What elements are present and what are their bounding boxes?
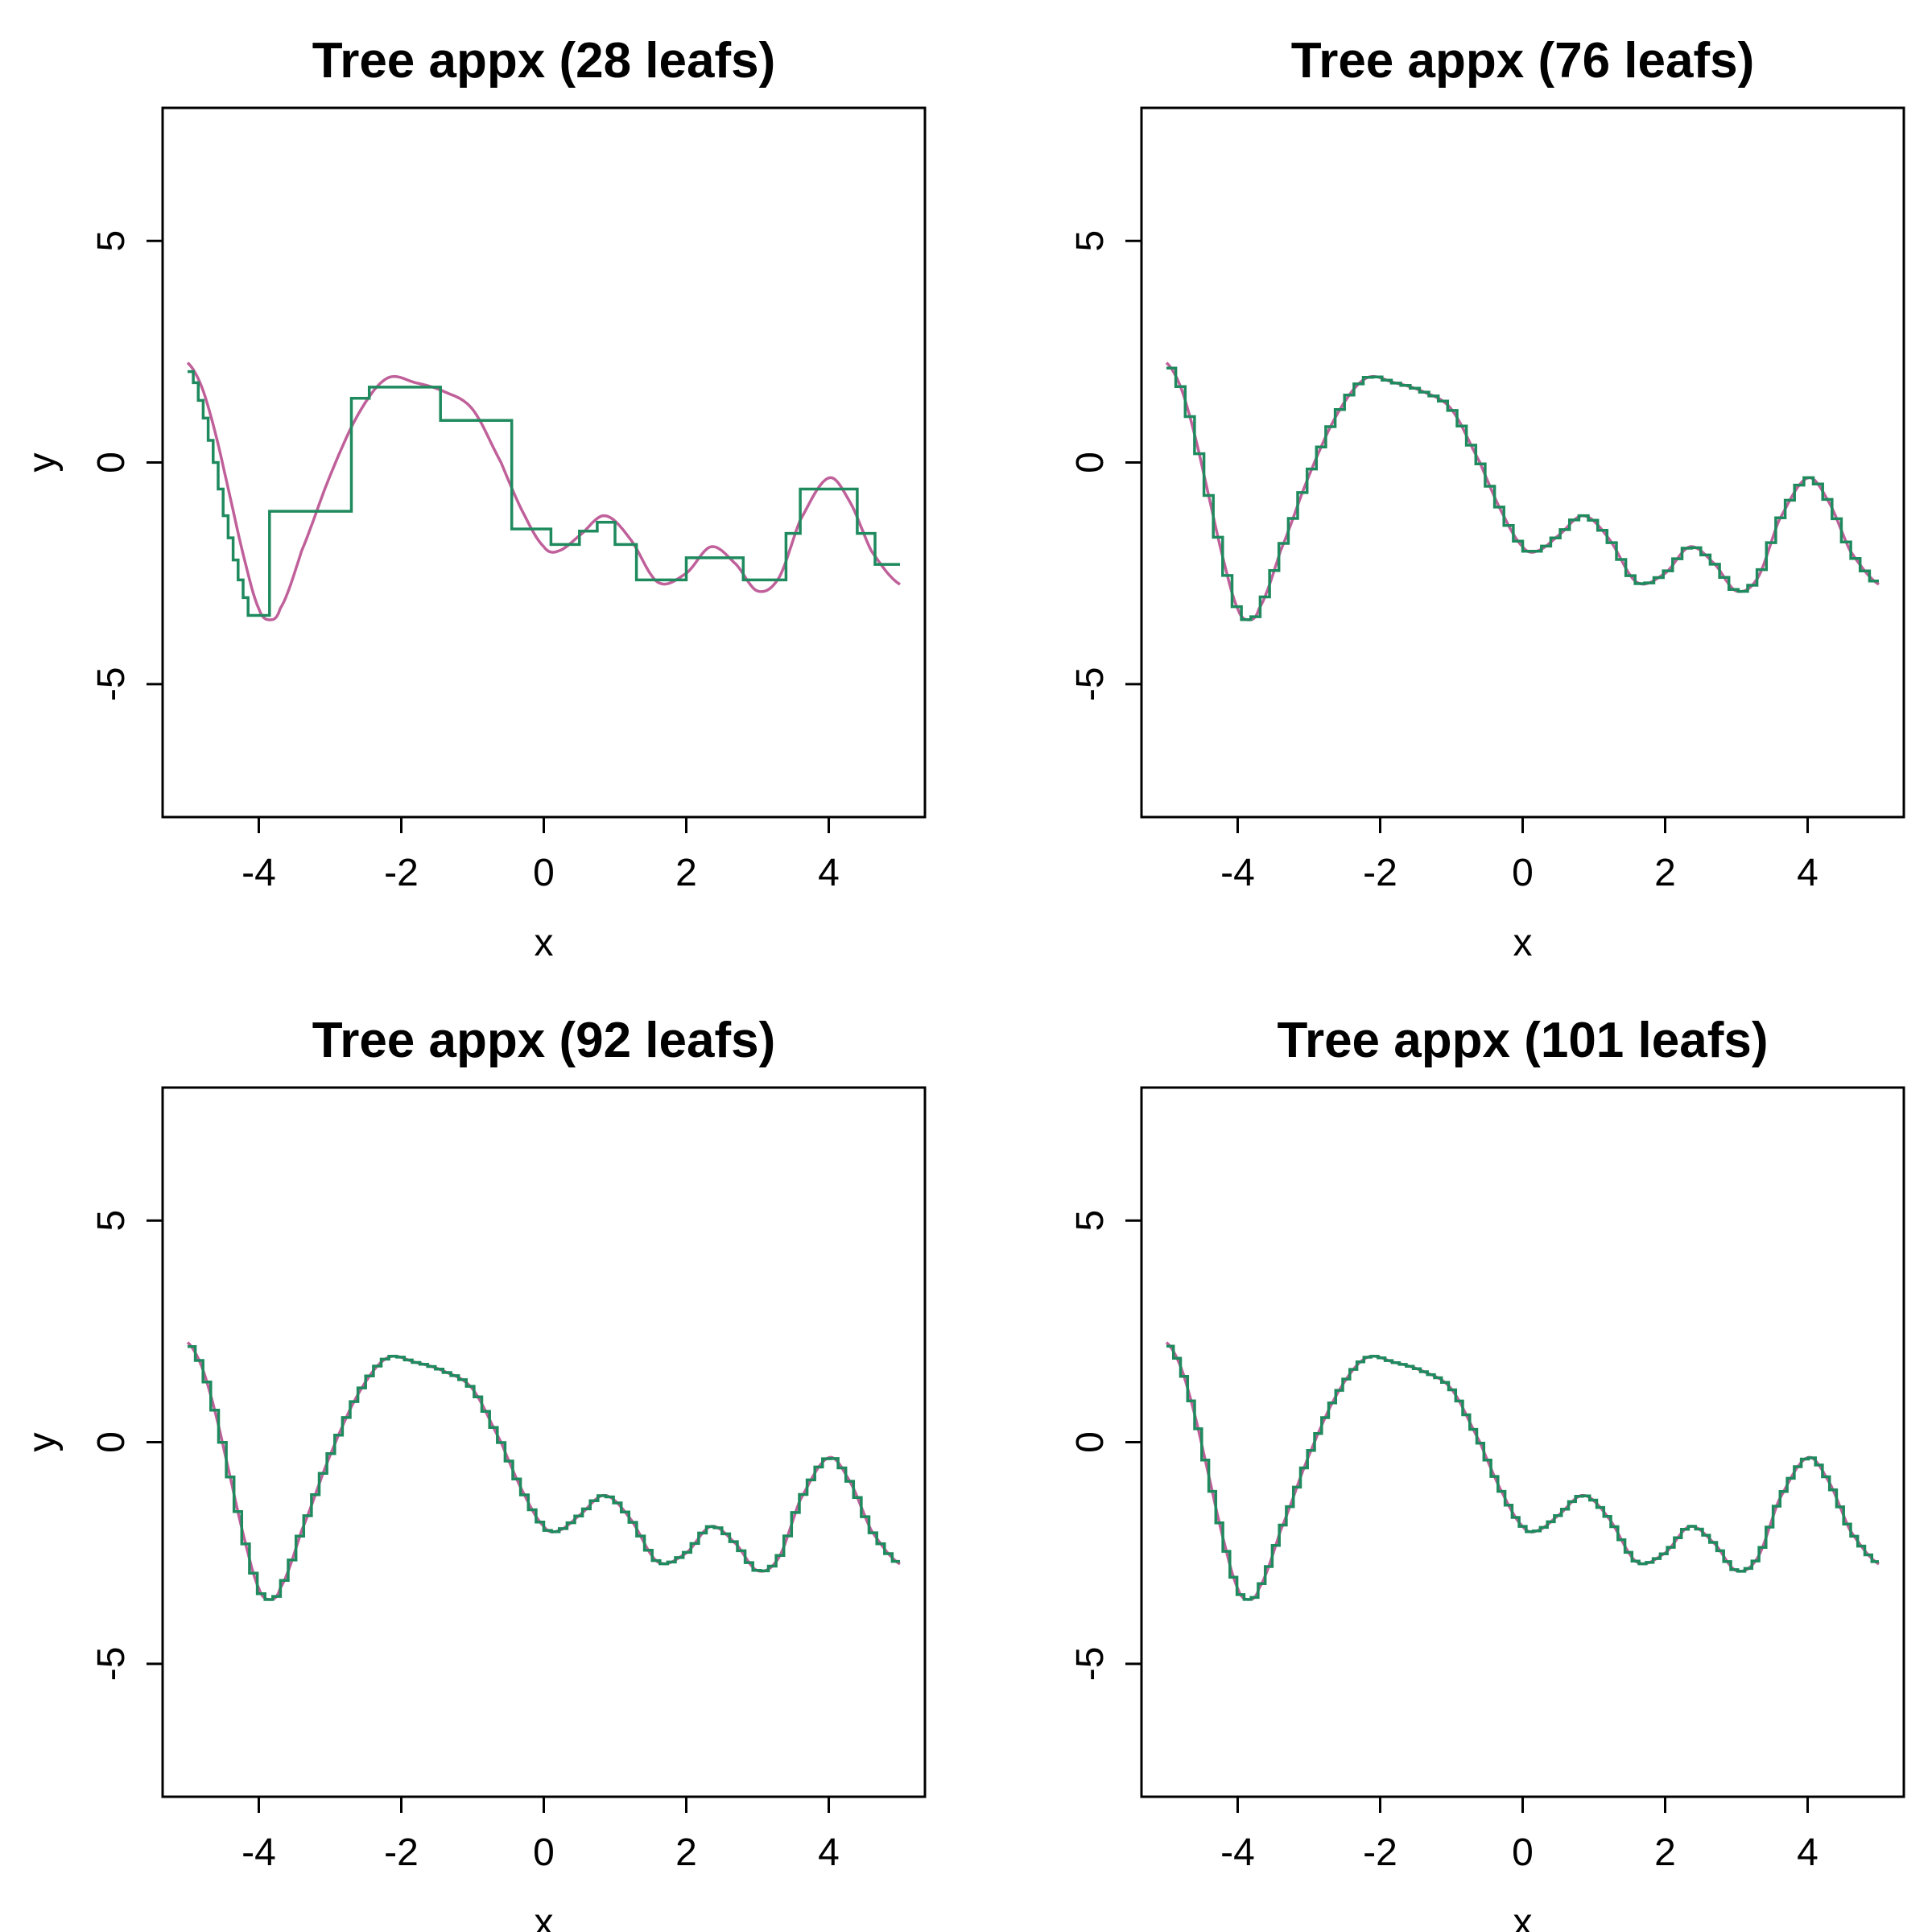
y-axis-label: y — [21, 453, 64, 473]
x-tick-label: 2 — [675, 852, 697, 894]
x-tick-label: 0 — [1512, 852, 1534, 894]
y-tick-label: -5 — [90, 1646, 133, 1681]
x-tick-label: 0 — [533, 1831, 555, 1874]
x-axis-label: x — [535, 1901, 554, 1932]
y-tick-label: 0 — [1069, 452, 1112, 473]
plot-frame — [161, 1086, 927, 1798]
tree-fit-step-line — [1166, 1344, 1879, 1601]
chart-title: Tree appx (101 leafs) — [1278, 1013, 1769, 1068]
chart-title: Tree appx (92 leafs) — [312, 1013, 776, 1068]
chart-title: Tree appx (76 leafs) — [1291, 33, 1755, 89]
chart-panel-4: Tree appx (101 leafs) -4 -2 0 2 4 -5 0 5 x y — [21, 1013, 1905, 1932]
y-tick-label: 5 — [90, 1210, 133, 1232]
x-tick-label: 4 — [818, 852, 840, 894]
tree-fit-step-line — [188, 1345, 900, 1601]
x-tick-label: 2 — [675, 1831, 697, 1874]
y-tick-label: 5 — [1069, 230, 1112, 252]
x-tick-label: -4 — [242, 852, 276, 894]
plot-frame — [1140, 106, 1905, 819]
x-axis-label: x — [535, 922, 554, 964]
x-tick-label: -2 — [1363, 1831, 1397, 1874]
x-tick-label: -4 — [242, 1831, 276, 1874]
x-tick-label: -2 — [1363, 852, 1397, 894]
y-axis-label: y — [21, 1433, 64, 1452]
y-axis-label: y — [21, 1433, 64, 1452]
x-tick-label: 4 — [818, 1831, 840, 1874]
x-tick-label: 4 — [1797, 852, 1818, 894]
tree-fit-step-line — [1166, 366, 1879, 621]
x-tick-label: -4 — [1220, 852, 1255, 894]
plot-frame — [1140, 1086, 1905, 1798]
x-tick-label: 0 — [533, 852, 555, 894]
x-tick-label: 0 — [1512, 1831, 1534, 1874]
x-tick-label: -2 — [384, 1831, 419, 1874]
y-tick-label: -5 — [1069, 667, 1112, 701]
x-tick-label: -4 — [1220, 1831, 1255, 1874]
y-tick-label: -5 — [1069, 1646, 1112, 1681]
x-axis-label: x — [1513, 1901, 1533, 1932]
y-tick-label: 0 — [90, 1431, 133, 1453]
plot-frame — [161, 106, 927, 819]
true-function-line — [186, 361, 901, 621]
chart-panel-2: Tree appx (76 leafs) -4 -2 0 2 4 -5 0 5 x y — [21, 33, 1905, 964]
chart-title: Tree appx (28 leafs) — [312, 33, 776, 89]
x-tick-label: -2 — [384, 852, 419, 894]
y-tick-label: 0 — [1069, 1431, 1112, 1453]
chart-panel-3: Tree appx (92 leafs) -4 -2 0 2 4 -5 0 5 x y — [21, 1013, 927, 1932]
x-tick-label: 2 — [1654, 852, 1676, 894]
chart-panel-1: Tree appx (28 leafs) -4 -2 0 2 4 -5 0 5 x y — [21, 33, 927, 964]
x-tick-label: 4 — [1797, 1831, 1818, 1874]
y-tick-label: 0 — [90, 452, 133, 473]
x-tick-label: 2 — [1654, 1831, 1676, 1874]
tree-fit-step-line — [188, 369, 900, 617]
y-tick-label: 5 — [90, 230, 133, 252]
y-axis-label: y — [21, 453, 64, 473]
x-axis-label: x — [1513, 922, 1533, 964]
y-tick-label: -5 — [90, 667, 133, 701]
true-function-line — [1165, 361, 1880, 621]
y-tick-label: 5 — [1069, 1210, 1112, 1232]
